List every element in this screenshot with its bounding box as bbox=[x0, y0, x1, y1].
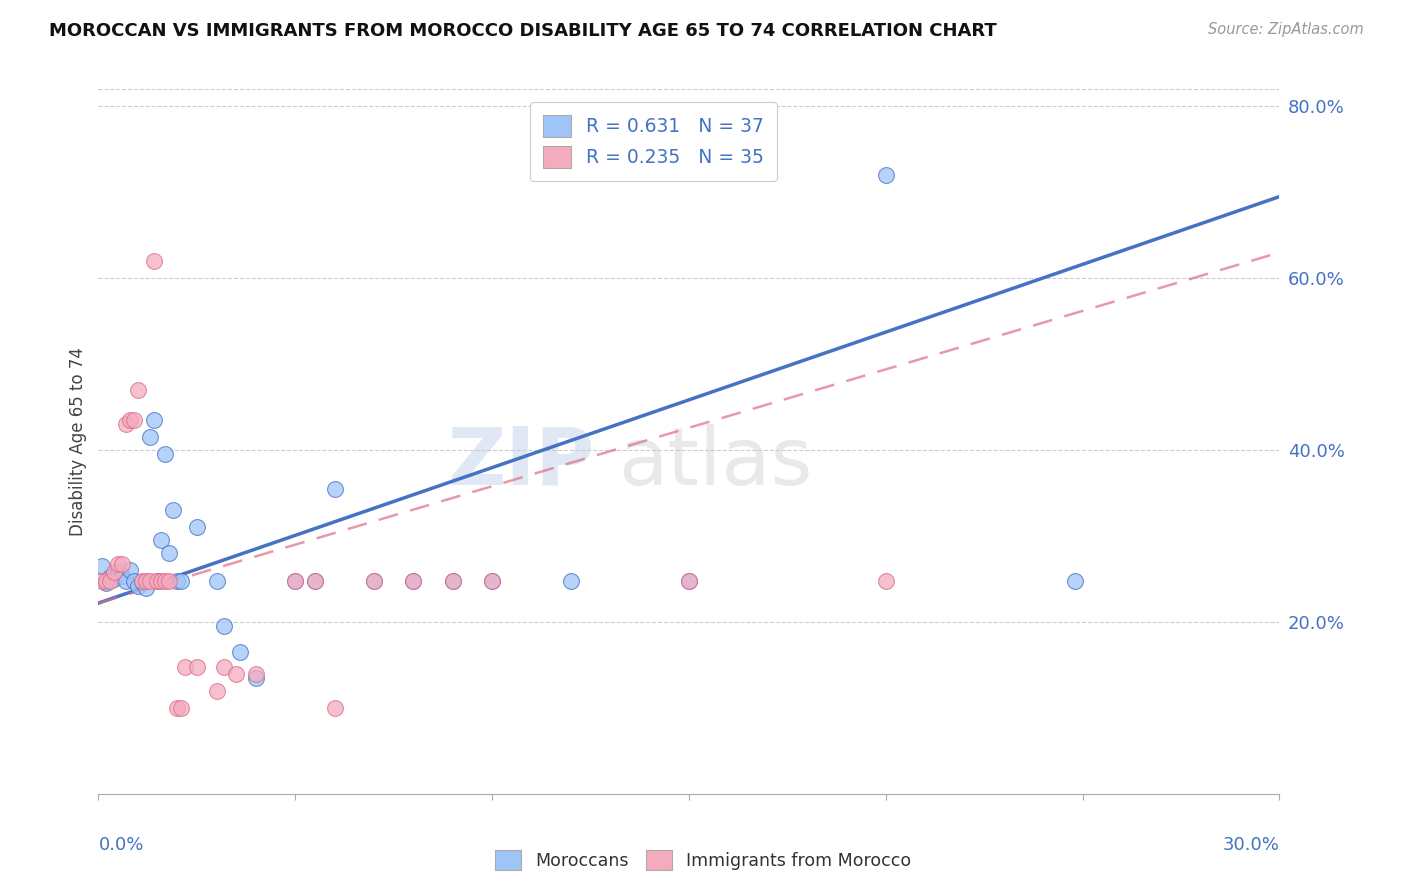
Point bbox=[122, 413, 145, 427]
Point bbox=[146, 574, 169, 588]
Point bbox=[115, 574, 138, 588]
Point bbox=[323, 482, 346, 496]
Point bbox=[111, 569, 134, 583]
Point bbox=[229, 645, 252, 659]
Point bbox=[323, 701, 346, 715]
Legend: R = 0.631   N = 37, R = 0.235   N = 35: R = 0.631 N = 37, R = 0.235 N = 35 bbox=[530, 102, 778, 181]
Point bbox=[441, 574, 464, 588]
Point bbox=[135, 574, 157, 588]
Point bbox=[284, 574, 307, 588]
Point bbox=[678, 574, 700, 588]
Point bbox=[170, 701, 193, 715]
Text: Source: ZipAtlas.com: Source: ZipAtlas.com bbox=[1208, 22, 1364, 37]
Point bbox=[98, 570, 121, 584]
Legend: Moroccans, Immigrants from Morocco: Moroccans, Immigrants from Morocco bbox=[486, 841, 920, 879]
Point bbox=[157, 574, 180, 588]
Text: atlas: atlas bbox=[619, 424, 813, 501]
Point bbox=[118, 413, 141, 427]
Point bbox=[363, 574, 385, 588]
Point bbox=[118, 564, 141, 578]
Point bbox=[174, 659, 197, 673]
Point bbox=[96, 576, 118, 591]
Point bbox=[142, 254, 165, 268]
Point bbox=[162, 503, 184, 517]
Text: 0.0%: 0.0% bbox=[98, 836, 143, 855]
Text: MOROCCAN VS IMMIGRANTS FROM MOROCCO DISABILITY AGE 65 TO 74 CORRELATION CHART: MOROCCAN VS IMMIGRANTS FROM MOROCCO DISA… bbox=[49, 22, 997, 40]
Point bbox=[150, 533, 173, 548]
Point bbox=[142, 413, 165, 427]
Point bbox=[186, 520, 208, 534]
Point bbox=[138, 574, 160, 588]
Point bbox=[245, 666, 267, 681]
Point bbox=[127, 383, 149, 397]
Point bbox=[205, 574, 228, 588]
Point bbox=[205, 683, 228, 698]
Point bbox=[155, 574, 177, 588]
Point bbox=[91, 559, 114, 574]
Point bbox=[146, 574, 169, 588]
Y-axis label: Disability Age 65 to 74: Disability Age 65 to 74 bbox=[69, 347, 87, 536]
Text: ZIP: ZIP bbox=[447, 424, 595, 501]
Point bbox=[170, 574, 193, 588]
Text: 30.0%: 30.0% bbox=[1223, 836, 1279, 855]
Point bbox=[875, 168, 897, 182]
Point bbox=[103, 565, 125, 579]
Point bbox=[107, 557, 129, 571]
Point bbox=[127, 579, 149, 593]
Point bbox=[166, 574, 188, 588]
Point bbox=[875, 574, 897, 588]
Point bbox=[363, 574, 385, 588]
Point bbox=[402, 574, 425, 588]
Point bbox=[111, 557, 134, 571]
Point bbox=[481, 574, 503, 588]
Point bbox=[138, 430, 160, 444]
Point bbox=[131, 574, 153, 589]
Point bbox=[214, 619, 236, 633]
Point bbox=[150, 574, 173, 588]
Point bbox=[96, 574, 118, 588]
Point bbox=[560, 574, 582, 588]
Point bbox=[481, 574, 503, 588]
Point bbox=[245, 671, 267, 685]
Point bbox=[441, 574, 464, 588]
Point bbox=[135, 581, 157, 595]
Point bbox=[131, 574, 153, 588]
Point bbox=[157, 546, 180, 560]
Point bbox=[98, 574, 121, 588]
Point bbox=[214, 659, 236, 673]
Point bbox=[304, 574, 326, 588]
Point bbox=[678, 574, 700, 588]
Point bbox=[1063, 574, 1085, 588]
Point bbox=[122, 574, 145, 588]
Point bbox=[225, 666, 247, 681]
Point bbox=[186, 659, 208, 673]
Point bbox=[304, 574, 326, 588]
Point bbox=[91, 574, 114, 588]
Point bbox=[107, 565, 129, 579]
Point bbox=[103, 572, 125, 586]
Point bbox=[402, 574, 425, 588]
Point bbox=[284, 574, 307, 588]
Point bbox=[155, 447, 177, 461]
Point bbox=[115, 417, 138, 432]
Point bbox=[166, 701, 188, 715]
